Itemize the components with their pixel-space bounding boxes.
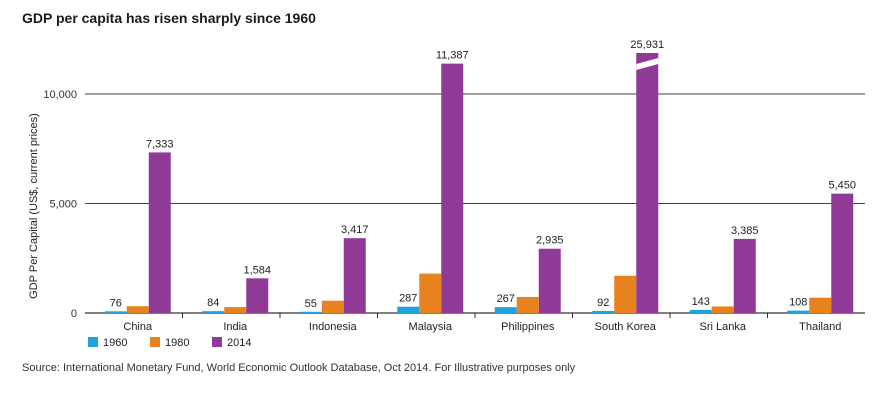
bar-1980-china: [126, 306, 149, 313]
legend-swatch: [150, 337, 160, 347]
bar-2014-south-korea: [636, 53, 659, 313]
data-label: 2,935: [536, 235, 564, 247]
data-label: 55: [305, 298, 317, 310]
y-tick-label: 10,000: [43, 89, 77, 101]
bar-2014-china: [148, 152, 171, 313]
data-label: 25,931: [630, 39, 664, 51]
bar-1960-malaysia: [397, 306, 420, 313]
category-label: Sri Lanka: [700, 321, 747, 333]
source-note: Source: International Monetary Fund, Wor…: [22, 362, 576, 374]
bar-1960-thailand: [787, 310, 810, 313]
bar-1980-indonesia: [321, 300, 344, 313]
bar-1980-sri-lanka: [711, 306, 734, 313]
category-label: Philippines: [501, 321, 555, 333]
category-label: Malaysia: [409, 321, 453, 333]
category-label: Indonesia: [309, 321, 358, 333]
category-label: China: [123, 321, 153, 333]
data-label: 108: [789, 297, 807, 309]
bar-2014-sri-lanka: [733, 238, 756, 313]
data-label: 1,584: [243, 264, 271, 276]
bar-1980-malaysia: [419, 273, 442, 313]
bars: [104, 53, 854, 314]
bar-1960-china: [104, 311, 127, 313]
y-axis-label: GDP Per Capital (US$, current prices): [28, 113, 40, 299]
bar-2014-thailand: [831, 193, 854, 313]
bar-1980-india: [224, 307, 247, 313]
bar-1960-south-korea: [592, 310, 615, 313]
bar-1980-thailand: [809, 297, 832, 313]
data-label: 92: [597, 297, 609, 309]
bar-2014-indonesia: [343, 238, 366, 313]
bar-2014-india: [246, 278, 269, 313]
legend: 1960 1980 2014: [88, 337, 251, 349]
category-label: South Korea: [595, 321, 657, 333]
bar-1960-sri-lanka: [689, 309, 712, 313]
category-label: Thailand: [799, 321, 841, 333]
data-label: 84: [207, 297, 219, 309]
bar-1980-south-korea: [614, 275, 637, 313]
data-label: 76: [110, 297, 122, 309]
data-label: 3,385: [731, 225, 759, 237]
bar-1980-philippines: [516, 297, 539, 313]
data-label: 11,387: [436, 50, 469, 62]
legend-swatch: [88, 337, 98, 347]
axis-break-mark: [636, 58, 659, 70]
data-label: 7,333: [146, 138, 174, 150]
legend-swatch: [212, 337, 222, 347]
category-label: India: [223, 321, 248, 333]
data-labels: 76 7,333 84 1,584 55 3,417 287 11,387 267 2,935 92…: [110, 39, 856, 310]
y-tick-labels: 0 5,000 10,000: [43, 89, 77, 320]
bar-2014-philippines: [538, 248, 561, 313]
data-label: 5,450: [828, 180, 856, 192]
legend-label: 1960: [103, 337, 127, 349]
chart-title: GDP per capita has risen sharply since 1…: [22, 10, 316, 26]
y-tick-label: 0: [71, 308, 77, 320]
bar-1960-india: [202, 311, 225, 313]
category-labels: China India Indonesia Malaysia Philippines So…: [123, 313, 841, 333]
data-label: 143: [692, 296, 710, 308]
data-label: 267: [497, 293, 515, 305]
y-tick-label: 5,000: [49, 199, 77, 211]
bar-2014-malaysia: [441, 63, 464, 314]
data-label: 3,417: [341, 224, 369, 236]
data-label: 287: [399, 293, 417, 305]
bar-1960-philippines: [494, 307, 517, 313]
legend-label: 2014: [227, 337, 251, 349]
legend-label: 1980: [165, 337, 189, 349]
bar-1960-indonesia: [299, 311, 322, 313]
